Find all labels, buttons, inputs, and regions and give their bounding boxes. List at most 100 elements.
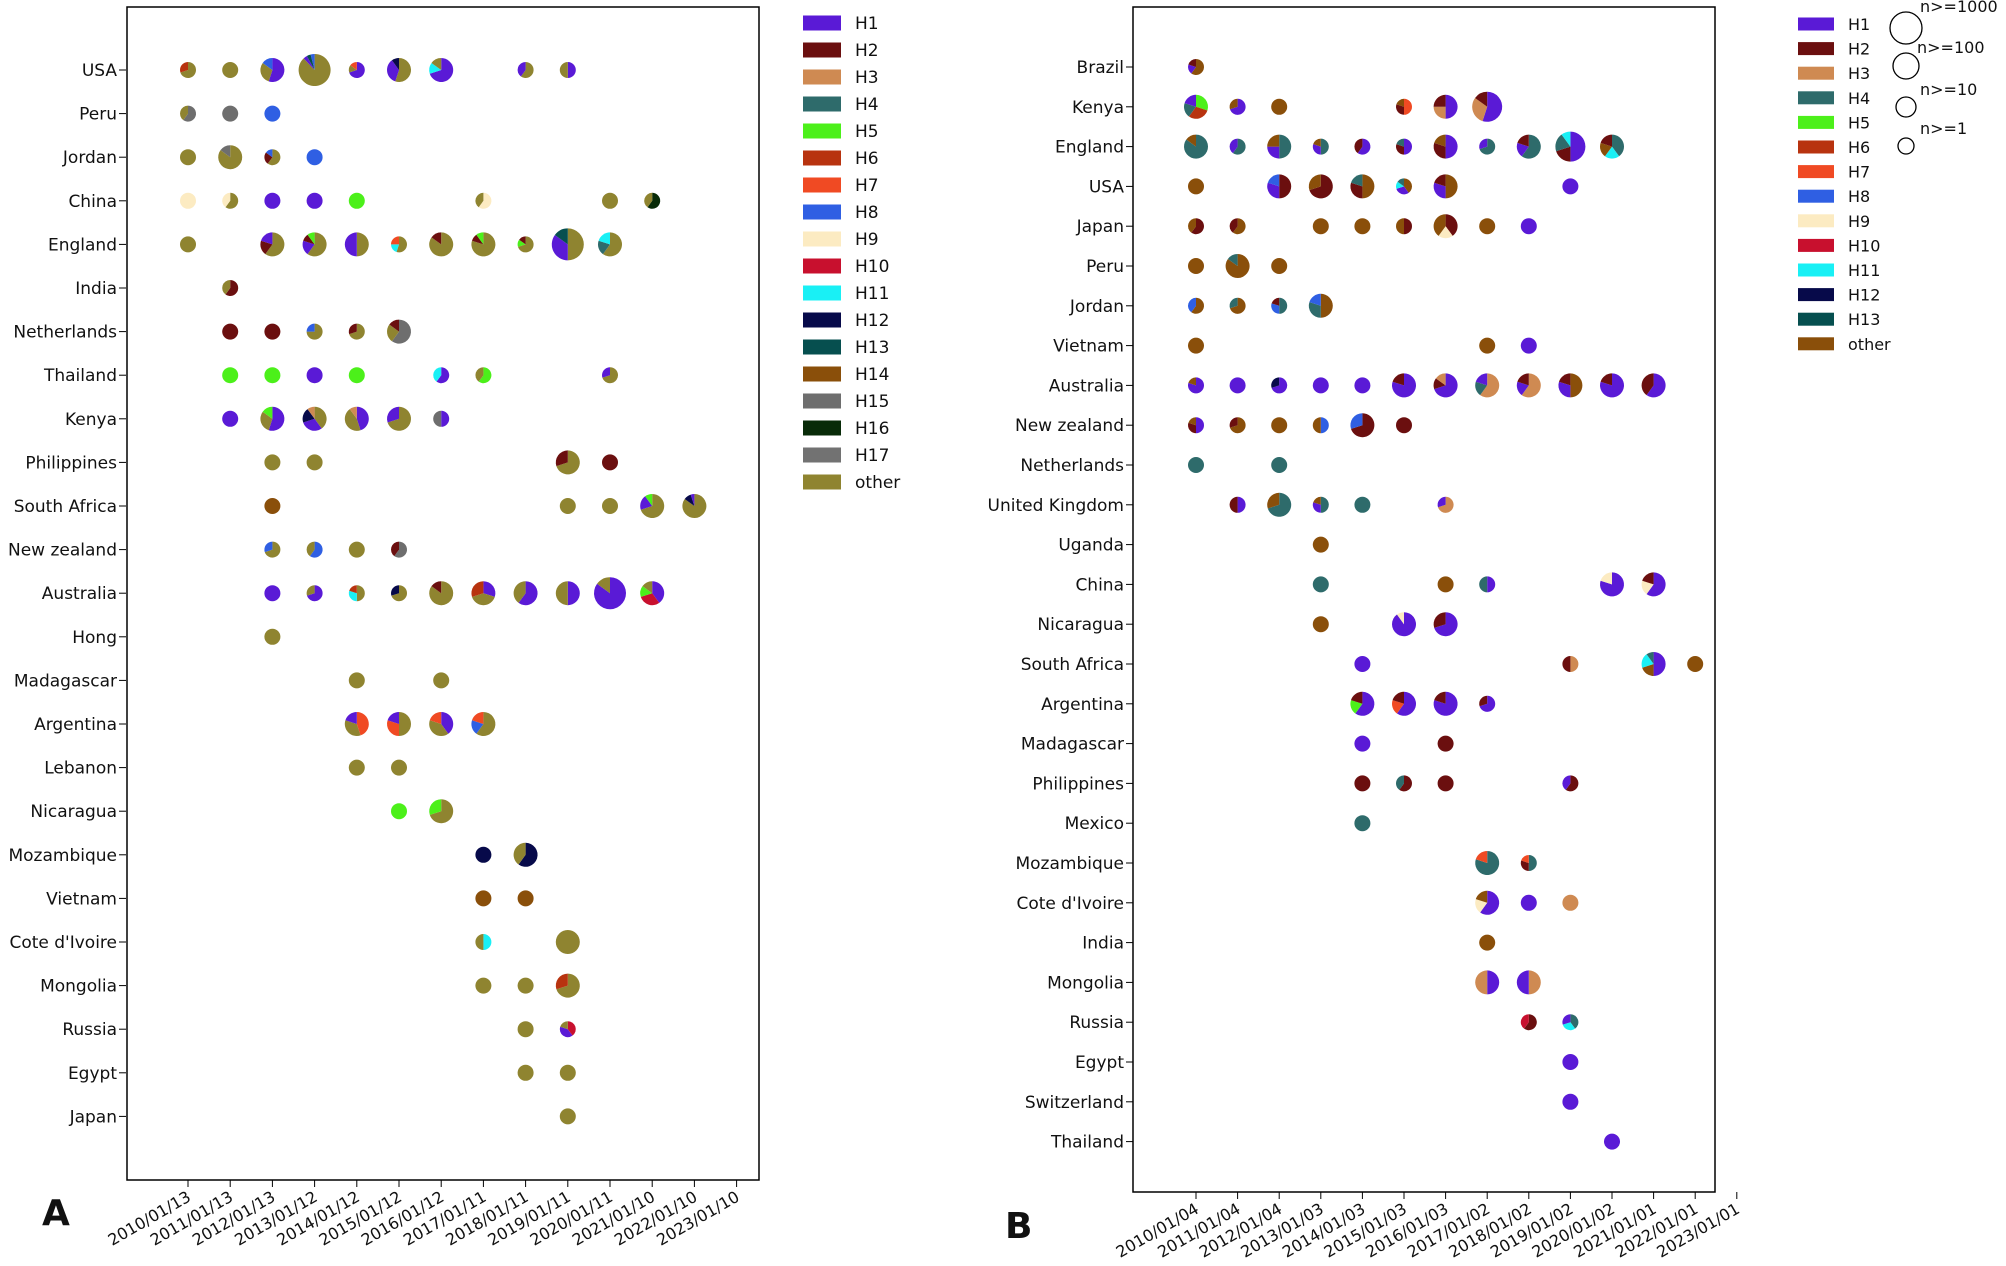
pie-b-russia-9-slice-h1 xyxy=(1562,1014,1571,1025)
pie-a-cote-d-ivoire-7-slice-other xyxy=(475,934,484,950)
pie-b-australia-0-slice-otherb xyxy=(1188,377,1196,386)
pie-a-argentina-6-slice-h7 xyxy=(429,712,442,724)
pie-b-usa-2-slice-h8 xyxy=(1267,174,1280,187)
pie-b-madagascar-4-slice-h1 xyxy=(1354,735,1371,752)
pie-b-england-4-slice-h2 xyxy=(1354,138,1363,154)
pie-b-england-6-slice-otherb xyxy=(1434,134,1446,147)
legend-b-label-h6: H6 xyxy=(1848,138,1870,157)
pie-a-netherlands-2 xyxy=(264,323,281,340)
pie-b-argentina-4 xyxy=(1350,691,1375,716)
pie-a-mongolia-9-slice-h6 xyxy=(555,973,568,990)
pie-a-south-africa-2-slice-h14 xyxy=(264,498,281,514)
pie-a-england-10-slice-other xyxy=(602,232,623,257)
pie-a-philippines-10 xyxy=(602,454,618,471)
pie-b-england-8-slice-h1 xyxy=(1516,142,1529,157)
pie-a-china-4 xyxy=(348,192,365,209)
pie-b-england-3-slice-h4 xyxy=(1320,138,1329,155)
pie-b-england-0 xyxy=(1184,134,1209,159)
ytick-label-b-south-africa: South Africa xyxy=(1021,655,1124,675)
pie-b-united-kingdom-2-slice-h4 xyxy=(1267,492,1292,517)
legend-b-label-h2: H2 xyxy=(1848,40,1870,59)
ytick-label-b-uganda: Uganda xyxy=(1058,536,1124,556)
legend-b-label-h4: H4 xyxy=(1848,89,1870,108)
pie-markers-a xyxy=(179,53,707,1125)
legend-b-swatch-h6 xyxy=(1798,140,1834,154)
pie-a-usa-6-slice-h11 xyxy=(429,62,442,74)
pie-b-netherlands-2-slice-h4 xyxy=(1271,457,1288,473)
pie-b-usa-6-slice-h2 xyxy=(1434,174,1446,187)
pie-a-new-zealand-5-slice-h15 xyxy=(394,541,408,558)
pie-a-netherlands-5-slice-other xyxy=(387,324,399,342)
pie-b-south-africa-9-slice-h3 xyxy=(1570,656,1579,672)
pie-a-cote-d-ivoire-9-slice-other xyxy=(555,930,580,954)
pie-b-mozambique-7 xyxy=(1475,851,1500,876)
pie-a-netherlands-5-slice-h15 xyxy=(391,319,412,344)
pie-a-australia-3-slice-h1 xyxy=(306,585,323,602)
pie-b-australia-0 xyxy=(1187,377,1204,394)
pie-a-australia-11-slice-h5 xyxy=(640,586,653,597)
pie-a-peru-0 xyxy=(180,105,197,122)
legend-b-swatch-h7 xyxy=(1798,165,1834,179)
pie-b-england-0-slice-otherb xyxy=(1186,134,1196,147)
pie-a-madagascar-4 xyxy=(348,672,365,689)
size-legend-label-1: n>=100 xyxy=(1917,38,1985,57)
pie-b-cote-d-ivoire-9-slice-h3 xyxy=(1562,894,1579,911)
pie-b-china-7-slice-h1 xyxy=(1487,576,1496,593)
ytick-label-b-kenya: Kenya xyxy=(1072,98,1124,118)
pie-a-china-0 xyxy=(180,192,196,209)
ytick-label-a-lebanon: Lebanon xyxy=(44,759,117,779)
pie-b-england-10-slice-h2 xyxy=(1600,134,1612,147)
pie-b-jordan-3 xyxy=(1308,293,1333,318)
pie-b-philippines-6 xyxy=(1437,775,1454,792)
pie-a-england-9 xyxy=(551,228,584,261)
pie-b-nicaragua-6 xyxy=(1433,612,1458,637)
pie-a-kenya-2 xyxy=(260,406,285,431)
panel-label-a: A xyxy=(42,1193,70,1234)
pie-b-kenya-6-slice-h1 xyxy=(1445,94,1458,119)
pie-a-china-2-slice-h1 xyxy=(264,192,281,209)
pie-a-china-11 xyxy=(644,192,661,209)
pie-b-russia-9 xyxy=(1562,1014,1579,1031)
pie-b-vietnam-7-slice-otherb xyxy=(1479,337,1496,354)
pie-a-thailand-6 xyxy=(433,367,450,384)
pie-a-south-africa-10 xyxy=(602,498,618,514)
pie-a-australia-7-slice-other xyxy=(471,593,495,606)
panel-b: Brazil Kenya England USA Japan Peru Jordan Viet… xyxy=(988,0,1998,1262)
pie-b-usa-4-slice-otherb xyxy=(1362,174,1375,199)
pie-b-england-10-slice-otherb xyxy=(1600,142,1612,157)
pie-b-new-zealand-2-slice-otherb xyxy=(1271,417,1288,434)
pie-a-australia-11-slice-h1 xyxy=(652,581,665,603)
pie-b-usa-3-slice-h2 xyxy=(1309,174,1333,199)
legend-a-label-h10: H10 xyxy=(855,257,889,277)
pie-b-jordan-3-slice-h4 xyxy=(1308,302,1321,318)
legend-a-swatch-h13 xyxy=(803,339,841,355)
legend-b-swatch-h13 xyxy=(1798,312,1834,326)
pie-a-thailand-6-slice-h1 xyxy=(436,367,450,384)
pie-b-england-0-slice-h4 xyxy=(1184,134,1209,159)
pie-a-south-africa-12 xyxy=(682,494,707,518)
pie-b-argentina-5-slice-h2 xyxy=(1392,691,1404,704)
pie-b-australia-9 xyxy=(1558,373,1583,398)
ytick-label-a-new-zealand: New zealand xyxy=(8,541,117,561)
pie-b-australia-6-slice-h3 xyxy=(1435,373,1446,386)
pie-b-japan-5 xyxy=(1396,218,1412,235)
pie-a-philippines-3 xyxy=(306,454,323,471)
ytick-label-a-madagascar: Madagascar xyxy=(14,671,117,691)
pie-b-argentina-5-slice-h7 xyxy=(1392,700,1404,714)
pie-a-australia-6 xyxy=(429,581,454,606)
pie-b-australia-7-slice-h4 xyxy=(1475,381,1488,396)
pie-a-australia-2 xyxy=(264,585,281,602)
pie-b-south-africa-11-slice-h11 xyxy=(1641,654,1654,668)
pie-b-uganda-3 xyxy=(1312,536,1329,553)
pie-a-russia-8 xyxy=(517,1021,534,1038)
pie-b-new-zealand-0 xyxy=(1187,417,1204,434)
pie-b-japan-7 xyxy=(1479,218,1496,235)
legend-a-label-h1: H1 xyxy=(855,14,879,34)
pie-b-peru-1-slice-h4 xyxy=(1227,254,1238,266)
pie-a-china-7 xyxy=(475,192,492,209)
legend-a-label-h16: H16 xyxy=(855,419,889,439)
pie-a-mozambique-7-slice-h12 xyxy=(475,846,492,863)
pie-b-philippines-5-slice-h2 xyxy=(1399,775,1413,792)
pie-a-peru-2 xyxy=(264,105,281,122)
